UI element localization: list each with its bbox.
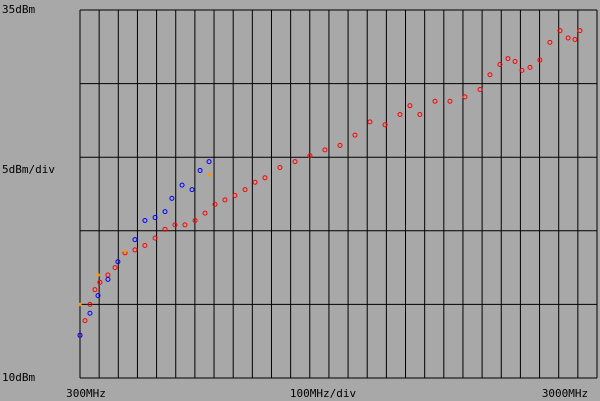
data-point	[172, 222, 178, 228]
data-point	[477, 86, 483, 92]
data-point	[123, 249, 127, 254]
data-point	[537, 57, 543, 63]
data-point	[547, 39, 553, 45]
y-axis-label: 5dBm/div	[2, 163, 55, 176]
data-point	[252, 179, 258, 185]
data-point	[337, 142, 343, 148]
data-point	[152, 215, 158, 221]
data-point	[307, 153, 313, 159]
data-point	[407, 103, 413, 109]
data-point	[182, 222, 188, 228]
data-point	[512, 59, 518, 65]
data-point	[397, 112, 403, 118]
data-point	[202, 210, 208, 216]
data-point	[417, 112, 423, 118]
x-tick-label: 300MHz	[66, 387, 106, 400]
data-point	[242, 187, 248, 193]
data-point	[142, 217, 148, 223]
data-point	[277, 165, 283, 171]
data-point	[95, 293, 101, 299]
data-point	[192, 217, 198, 223]
data-point	[572, 36, 578, 42]
data-point	[112, 265, 118, 271]
data-point	[505, 56, 511, 62]
data-point	[292, 159, 298, 165]
y-tick-label: 35dBm	[2, 3, 35, 16]
y-tick-label: 10dBm	[2, 371, 35, 384]
data-point	[322, 147, 328, 153]
x-axis-label: 100MHz/div	[290, 387, 357, 400]
data-point	[527, 64, 533, 70]
data-point	[519, 67, 525, 73]
data-point	[87, 301, 93, 307]
data-point	[197, 167, 203, 173]
data-point	[77, 332, 83, 338]
data-point	[92, 287, 98, 293]
data-point	[179, 182, 185, 188]
data-point	[169, 195, 175, 201]
data-point	[206, 159, 212, 165]
data-point	[367, 119, 373, 125]
data-point	[212, 201, 218, 207]
data-point	[497, 61, 503, 67]
data-point	[189, 187, 195, 193]
data-point	[462, 94, 468, 100]
data-point	[382, 122, 388, 128]
data-point	[97, 279, 103, 285]
data-point	[565, 35, 571, 41]
data-point	[447, 98, 453, 104]
x-tick-label: 3000MHz	[542, 387, 588, 400]
data-point	[82, 318, 88, 324]
data-point	[432, 98, 438, 104]
data-point	[232, 192, 238, 198]
data-point	[262, 175, 268, 181]
data-point	[162, 209, 168, 215]
data-point	[352, 132, 358, 138]
data-point	[105, 276, 111, 282]
data-point	[78, 302, 82, 307]
data-point	[577, 28, 583, 34]
data-point	[557, 28, 563, 34]
data-point	[222, 197, 228, 203]
data-point	[115, 259, 121, 265]
data-point	[96, 273, 100, 277]
data-point	[132, 247, 138, 253]
data-point	[152, 235, 158, 241]
data-point	[207, 173, 211, 177]
data-point	[162, 226, 168, 232]
data-point	[487, 72, 493, 78]
data-point	[87, 310, 93, 316]
data-point	[142, 243, 148, 249]
data-point	[132, 237, 138, 243]
